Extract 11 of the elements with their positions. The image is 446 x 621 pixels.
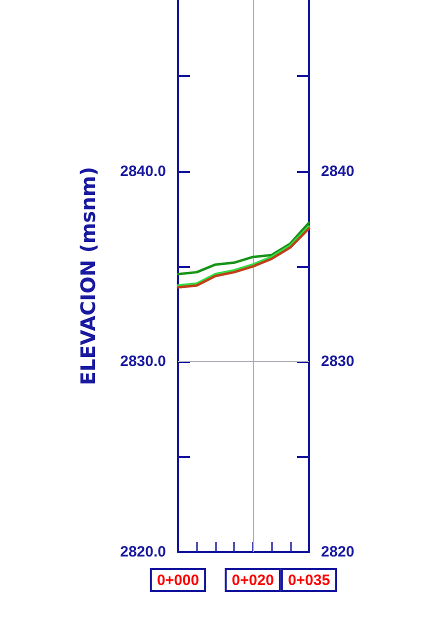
line-series [176,221,310,276]
y2-tick-label: 2830 [321,353,354,370]
y2-tick-label: 2820 [321,544,354,560]
x-tick-label: 0+035 [288,572,330,589]
x-tick-label: 0+020 [232,572,274,589]
y-tick-label: 2840.0 [120,162,166,180]
y2-tick-label: 2840 [321,162,354,180]
x-tick-label: 0+000 [156,572,200,589]
y-tick-label: 2820.0 [120,544,166,560]
y-axis-title: ELEVACION (msnm) [76,166,100,386]
y-tick-label: 2830.0 [120,353,166,370]
